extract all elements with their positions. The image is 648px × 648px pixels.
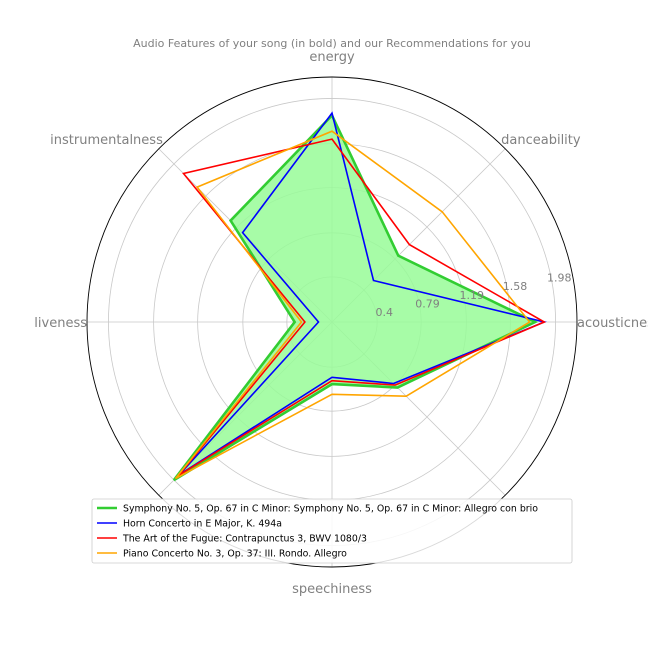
legend-entry-1: Horn Concerto in E Major, K. 494a: [123, 519, 282, 530]
legend: Symphony No. 5, Op. 67 in C Minor: Symph…: [91, 498, 573, 564]
tick-label: 0.4: [376, 306, 394, 319]
tick-label: 0.79: [415, 298, 440, 311]
axis-label-acousticness: acousticness: [577, 316, 648, 331]
radar-frame: [86, 76, 578, 568]
axis-label-danceability: danceability: [501, 133, 581, 148]
series-layer: [172, 111, 547, 482]
axis-label-energy: energy: [309, 50, 355, 65]
axis-label-speechiness: speechiness: [292, 582, 372, 597]
tick-label: 1.58: [503, 280, 528, 293]
legend-entry-0: Symphony No. 5, Op. 67 in C Minor: Symph…: [123, 504, 538, 515]
series-line-1: [178, 111, 547, 476]
radial-tick-labels: 0.4 0.79 1.19 1.58 1.98: [376, 271, 572, 319]
chart-title: Audio Features of your song (in bold) an…: [133, 37, 531, 50]
legend-box: [91, 498, 573, 564]
axis-label-instrumentalness: instrumentalness: [50, 133, 163, 148]
tick-label: 1.98: [547, 271, 572, 284]
legend-entry-3: Piano Concerto No. 3, Op. 37: III. Rondo…: [123, 549, 347, 560]
tick-label: 1.19: [460, 289, 485, 302]
legend-entry-2: The Art of the Fugue: Contrapunctus 3, B…: [122, 534, 367, 545]
series-fill-0: [173, 115, 536, 481]
series-line-3: [174, 130, 531, 480]
axis-labels: energy danceability acousticness speechines…: [34, 50, 648, 597]
axis-label-liveness: liveness: [34, 316, 87, 331]
